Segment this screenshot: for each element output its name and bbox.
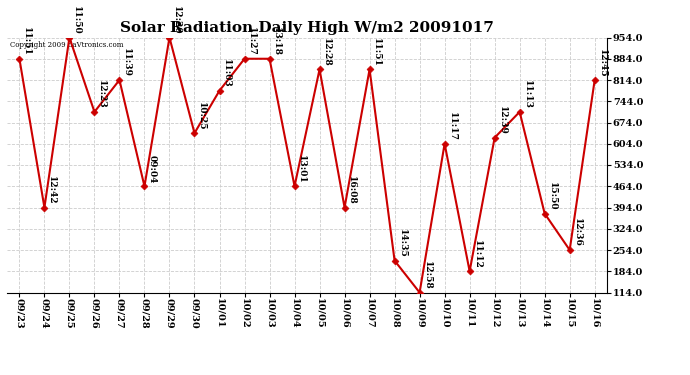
Text: 16:08: 16:08 — [347, 176, 356, 205]
Text: 11:13: 11:13 — [522, 80, 531, 109]
Text: 11:12: 11:12 — [473, 240, 482, 268]
Text: 10:25: 10:25 — [197, 102, 206, 130]
Text: 11:51: 11:51 — [22, 27, 31, 56]
Text: 09:04: 09:04 — [147, 155, 156, 183]
Text: 12:45: 12:45 — [598, 49, 607, 77]
Text: 11:27: 11:27 — [247, 27, 256, 56]
Text: 11:03: 11:03 — [222, 59, 231, 88]
Text: 12:36: 12:36 — [573, 218, 582, 247]
Text: Copyright 2009 daVtronics.com: Copyright 2009 daVtronics.com — [10, 41, 124, 50]
Text: 12:39: 12:39 — [497, 106, 506, 135]
Text: 12:23: 12:23 — [97, 80, 106, 109]
Text: 12:20: 12:20 — [172, 6, 181, 35]
Text: 13:01: 13:01 — [297, 155, 306, 183]
Text: 13:18: 13:18 — [273, 27, 282, 56]
Text: 12:42: 12:42 — [47, 176, 56, 205]
Text: 12:58: 12:58 — [422, 261, 431, 290]
Text: 11:39: 11:39 — [122, 48, 131, 77]
Title: Solar Radiation Daily High W/m2 20091017: Solar Radiation Daily High W/m2 20091017 — [120, 21, 494, 35]
Text: 12:28: 12:28 — [322, 38, 331, 67]
Text: 15:50: 15:50 — [547, 182, 556, 211]
Text: 11:50: 11:50 — [72, 6, 81, 35]
Text: 11:51: 11:51 — [373, 38, 382, 67]
Text: 14:35: 14:35 — [397, 229, 406, 258]
Text: 11:17: 11:17 — [447, 112, 456, 141]
